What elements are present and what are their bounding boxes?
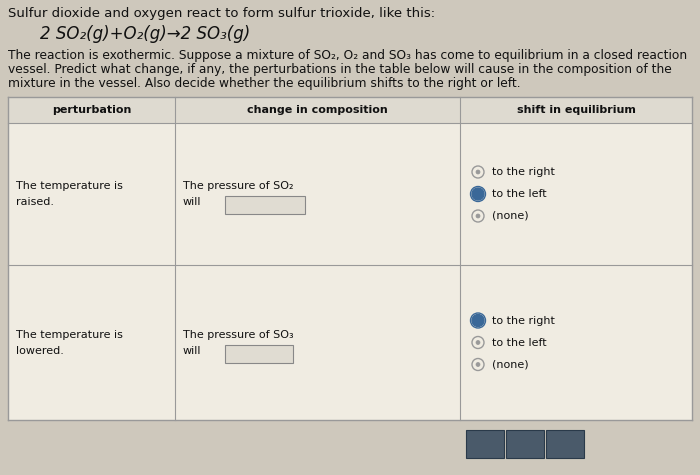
Text: ↵: ↵ <box>519 437 531 451</box>
Text: (none): (none) <box>492 211 528 221</box>
Text: will: will <box>183 345 202 355</box>
Text: The pressure of SO₂: The pressure of SO₂ <box>183 181 293 191</box>
Text: vessel. Predict what change, if any, the perturbations in the table below will c: vessel. Predict what change, if any, the… <box>8 64 672 76</box>
Text: The reaction is exothermic. Suppose a mixture of SO₂, O₂ and SO₃ has come to equ: The reaction is exothermic. Suppose a mi… <box>8 49 687 63</box>
Text: (none): (none) <box>492 360 528 370</box>
Bar <box>225 344 293 362</box>
Bar <box>8 97 692 123</box>
Text: ▾: ▾ <box>283 349 288 359</box>
Text: to the right: to the right <box>492 315 555 325</box>
Circle shape <box>472 314 484 326</box>
Text: 2 SO₂(g)+O₂(g)→2 SO₃(g): 2 SO₂(g)+O₂(g)→2 SO₃(g) <box>40 25 251 43</box>
Text: perturbation: perturbation <box>52 105 131 115</box>
Text: The pressure of SO₃: The pressure of SO₃ <box>183 330 293 340</box>
Text: shift in equilibrium: shift in equilibrium <box>517 105 636 115</box>
Text: ▾: ▾ <box>295 200 300 210</box>
Text: change in composition: change in composition <box>247 105 388 115</box>
Bar <box>546 430 584 458</box>
Text: The temperature is: The temperature is <box>16 330 123 340</box>
Text: raised.: raised. <box>16 197 54 207</box>
Text: to the left: to the left <box>492 338 547 348</box>
Circle shape <box>476 214 480 218</box>
Text: to the right: to the right <box>492 167 555 177</box>
Text: ?: ? <box>561 437 569 451</box>
Text: will: will <box>183 197 202 207</box>
Text: Sulfur dioxide and oxygen react to form sulfur trioxide, like this:: Sulfur dioxide and oxygen react to form … <box>8 8 435 20</box>
Circle shape <box>472 188 484 200</box>
Circle shape <box>476 362 480 367</box>
Text: to the left: to the left <box>492 189 547 199</box>
Text: lowered.: lowered. <box>16 345 64 355</box>
Bar <box>225 196 305 214</box>
Circle shape <box>476 341 480 344</box>
Bar <box>466 430 504 458</box>
Text: mixture in the vessel. Also decide whether the equilibrium shifts to the right o: mixture in the vessel. Also decide wheth… <box>8 77 521 91</box>
Bar <box>8 97 692 420</box>
Bar <box>506 430 544 458</box>
Text: go down.: go down. <box>230 200 278 210</box>
Circle shape <box>476 170 480 174</box>
Text: The temperature is: The temperature is <box>16 181 123 191</box>
Text: ×: × <box>480 437 491 451</box>
Text: go up.: go up. <box>230 349 263 359</box>
